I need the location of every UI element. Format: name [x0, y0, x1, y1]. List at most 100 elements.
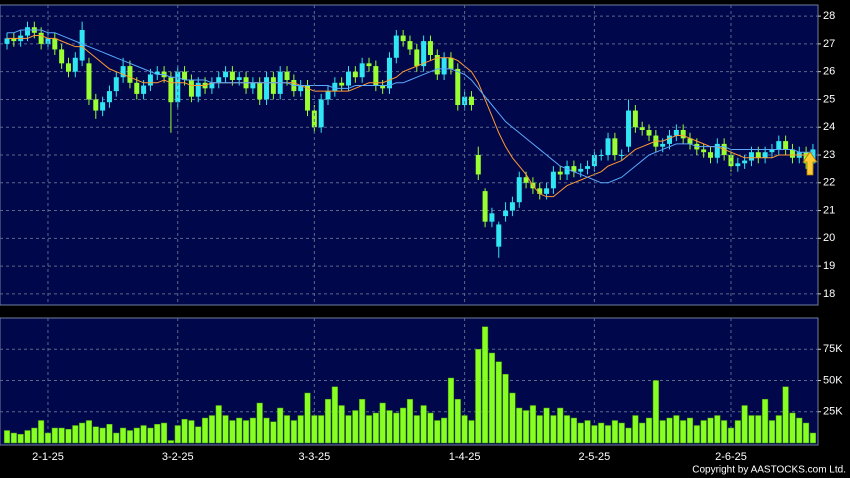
candle-body [489, 213, 495, 222]
candle-body [619, 155, 625, 156]
volume-bar [434, 420, 441, 444]
candle-body [182, 71, 188, 80]
volume-bar [427, 412, 434, 444]
volume-bar [659, 420, 666, 444]
volume-bar [352, 410, 359, 444]
candle-body [393, 35, 399, 58]
y-tick-label: 26 [823, 66, 835, 78]
volume-bar [789, 412, 796, 444]
volume-bar [413, 415, 420, 444]
candle-body [748, 152, 754, 161]
candle-body [168, 77, 174, 103]
volume-bar [543, 407, 550, 444]
volume-bar [495, 361, 502, 444]
candle-body [414, 49, 420, 67]
candle-body [65, 63, 71, 72]
candle-body [400, 35, 406, 42]
y-tick-label: 27 [823, 38, 835, 50]
volume-bar [618, 422, 625, 444]
candle-body [264, 77, 270, 100]
volume-bar [345, 415, 352, 444]
candle-body [38, 32, 44, 44]
volume-bar [502, 374, 509, 444]
volume-bar [31, 427, 38, 444]
candle-body [789, 149, 795, 158]
volume-bar [202, 417, 209, 444]
x-tick-label: 1-4-25 [449, 451, 481, 463]
candle-body [687, 138, 693, 144]
x-tick-label: 2-1-25 [32, 451, 64, 463]
candle-body [332, 82, 338, 92]
candle-body [728, 155, 734, 167]
volume-bar [256, 402, 263, 444]
volume-bar [686, 417, 694, 444]
y-tick-label: 28 [823, 10, 835, 22]
y-tick-label: 24 [823, 121, 835, 133]
volume-bar [441, 417, 448, 444]
volume-bar [803, 422, 810, 444]
candle-body [714, 143, 720, 158]
volume-bar [290, 420, 297, 444]
candle-body [141, 85, 147, 94]
volume-bar [379, 402, 386, 444]
candle-body [113, 77, 119, 92]
volume-bar [693, 425, 700, 444]
x-tick-label: 3-2-25 [162, 451, 194, 463]
candle-body [59, 49, 65, 64]
candle-body [257, 82, 263, 100]
volume-bar [324, 399, 332, 444]
volume-bar [85, 420, 93, 444]
volume-bar [557, 407, 564, 444]
candle-body [639, 127, 645, 130]
candle-body [188, 80, 194, 97]
candle-body [482, 191, 488, 222]
volume-bar [625, 427, 632, 444]
candle-body [24, 27, 30, 36]
candle-body [448, 57, 454, 69]
volume-bar [393, 412, 400, 444]
candle-body [216, 77, 222, 83]
volume-bar [755, 415, 762, 444]
candle-body [175, 71, 181, 103]
candle-body [496, 224, 502, 247]
candle-body [298, 85, 304, 92]
volume-bar [809, 432, 816, 444]
candle-body [209, 82, 215, 89]
y-tick-label: 22 [823, 177, 835, 189]
candle-body [455, 68, 461, 105]
candle-body [537, 188, 543, 194]
volume-bar [748, 415, 755, 444]
volume-bar [72, 425, 79, 444]
volume-bar [113, 432, 120, 444]
volume-bar [359, 399, 366, 444]
candle-body [325, 91, 331, 100]
candle-body [106, 91, 112, 103]
volume-bar [652, 380, 659, 444]
volume-bar [126, 430, 133, 444]
candle-body [366, 63, 372, 67]
candle-body [783, 141, 789, 150]
candle-body [421, 41, 427, 67]
candle-body [134, 82, 140, 94]
volume-bar [181, 419, 188, 444]
candle-body [359, 63, 365, 78]
candle-body [339, 82, 345, 86]
candle-body [660, 143, 666, 147]
volume-bar [714, 415, 721, 444]
volume-bar [727, 427, 735, 444]
candle-body [516, 177, 522, 203]
candle-body [72, 57, 78, 72]
volume-bar [564, 415, 571, 444]
y-tick-label: 25 [823, 93, 835, 105]
volume-bar [338, 405, 345, 444]
candle-body [598, 155, 604, 156]
volume-bar [79, 422, 86, 444]
candle-body [544, 188, 550, 194]
candle-body [305, 85, 311, 111]
volume-bar [584, 420, 591, 444]
moving-average-line [7, 29, 813, 184]
volume-bar [666, 417, 673, 444]
candle-body [468, 96, 474, 105]
volume-bar [133, 427, 140, 444]
